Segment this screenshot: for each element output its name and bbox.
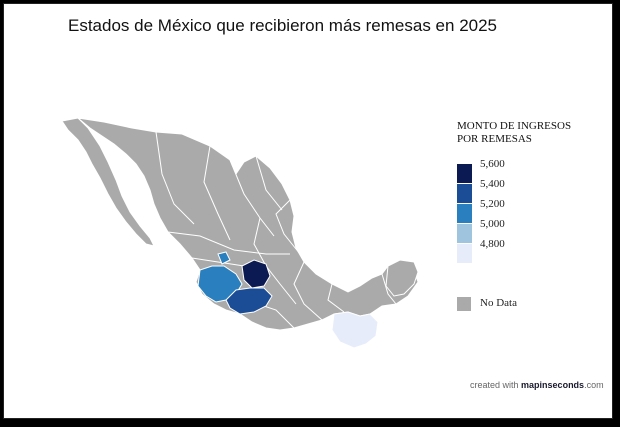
legend-title-line2: POR REMESAS [457,133,532,145]
map-title: Estados de México que recibieron más rem… [68,16,498,35]
legend-tick-label: 5,200 [480,198,505,210]
credit-prefix: created with [470,380,519,390]
legend-title-line1: MONTO DE INGRESOS [457,120,572,132]
legend-swatch [457,224,472,243]
legend-tick-label: 4,800 [480,238,505,250]
legend-tick-label: 5,600 [480,158,505,170]
legend-title: MONTO DE INGRESOS POR REMESAS [457,120,571,146]
map-frame: Estados de México que recibieron más rem… [3,3,613,419]
legend-item: 4,800 [457,238,577,264]
mainland-region [76,117,419,331]
legend-no-data: No Data [457,297,577,313]
no-data-label: No Data [480,297,517,309]
legend-tick-label: 5,000 [480,218,505,230]
mexico-map [61,117,419,349]
legend-item: 5,400 [457,178,577,204]
credit-line[interactable]: created with mapinseconds.com [470,380,604,390]
legend-swatch [457,204,472,223]
michoacan-region [225,287,273,315]
yucatan-region [385,259,419,297]
baja-california-region [61,117,155,247]
legend-item: 5,000 [457,218,577,244]
guanajuato-region [241,259,271,289]
aguascalientes-region [217,251,231,265]
legend-item: 5,600 [457,158,577,184]
legend-tick-label: 5,400 [480,178,505,190]
legend-swatch [457,164,472,183]
oaxaca-region [331,311,379,349]
legend-swatch [457,184,472,203]
no-data-swatch [457,297,471,311]
legend-swatch [457,244,472,263]
legend-item: 5,200 [457,198,577,224]
credit-brand: mapinseconds [521,380,585,390]
credit-suffix: .com [584,380,604,390]
